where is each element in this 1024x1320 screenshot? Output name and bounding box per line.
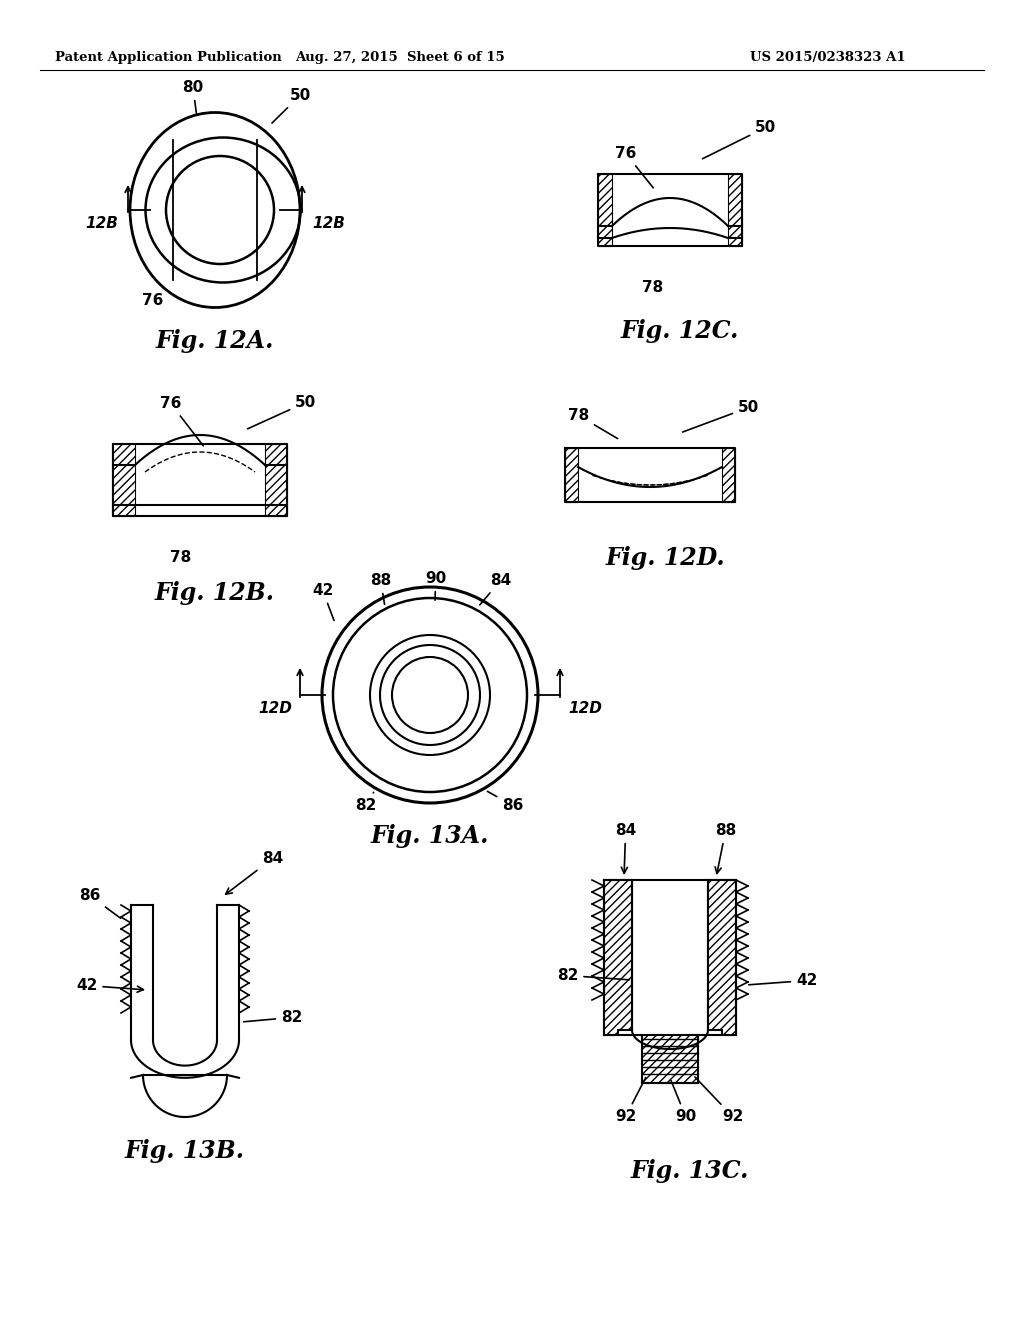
Text: 90: 90	[671, 1081, 696, 1125]
Text: 12B: 12B	[85, 216, 118, 231]
Text: Aug. 27, 2015  Sheet 6 of 15: Aug. 27, 2015 Sheet 6 of 15	[295, 51, 505, 65]
Text: 78: 78	[642, 280, 664, 294]
Text: 50: 50	[272, 88, 310, 123]
Text: Fig. 12C.: Fig. 12C.	[621, 319, 739, 343]
Text: 12B: 12B	[312, 216, 345, 231]
Text: 76: 76	[142, 293, 164, 308]
Text: Fig. 12A.: Fig. 12A.	[156, 329, 274, 352]
Text: 42: 42	[749, 973, 817, 987]
Text: 76: 76	[615, 147, 653, 187]
Text: 50: 50	[702, 120, 776, 158]
Text: 80: 80	[182, 81, 204, 115]
Text: 12D: 12D	[568, 701, 602, 715]
Text: Fig. 13B.: Fig. 13B.	[125, 1139, 245, 1163]
Text: 92: 92	[615, 1077, 646, 1125]
Text: 50: 50	[683, 400, 759, 432]
Text: 42: 42	[76, 978, 143, 993]
Text: 78: 78	[170, 550, 191, 565]
Polygon shape	[265, 444, 287, 516]
Text: 86: 86	[487, 792, 523, 813]
Polygon shape	[565, 447, 578, 502]
Text: 84: 84	[480, 573, 511, 605]
Polygon shape	[708, 880, 736, 1035]
Text: 76: 76	[160, 396, 204, 446]
Text: 84: 84	[225, 851, 284, 894]
Text: 82: 82	[244, 1010, 302, 1026]
Text: US 2015/0238323 A1: US 2015/0238323 A1	[750, 51, 905, 65]
Text: 82: 82	[557, 968, 629, 983]
Text: 50: 50	[248, 395, 316, 429]
Text: 92: 92	[695, 1077, 743, 1125]
Polygon shape	[604, 880, 632, 1035]
Text: Fig. 12B.: Fig. 12B.	[155, 581, 275, 605]
Polygon shape	[598, 174, 612, 246]
Text: Patent Application Publication: Patent Application Publication	[55, 51, 282, 65]
Text: 12D: 12D	[258, 701, 292, 715]
Text: 82: 82	[355, 792, 377, 813]
Polygon shape	[112, 444, 135, 516]
Text: 88: 88	[715, 822, 736, 874]
Polygon shape	[722, 447, 735, 502]
Text: 90: 90	[425, 572, 446, 601]
Text: Fig. 13C.: Fig. 13C.	[631, 1159, 750, 1183]
Text: 88: 88	[370, 573, 391, 605]
Text: 86: 86	[79, 888, 121, 919]
Text: 78: 78	[568, 408, 617, 438]
Polygon shape	[728, 174, 742, 246]
Polygon shape	[642, 1035, 698, 1082]
Text: Fig. 12D.: Fig. 12D.	[605, 546, 725, 570]
Text: Fig. 13A.: Fig. 13A.	[371, 824, 489, 847]
Text: 84: 84	[615, 822, 636, 874]
Text: 42: 42	[312, 583, 334, 620]
